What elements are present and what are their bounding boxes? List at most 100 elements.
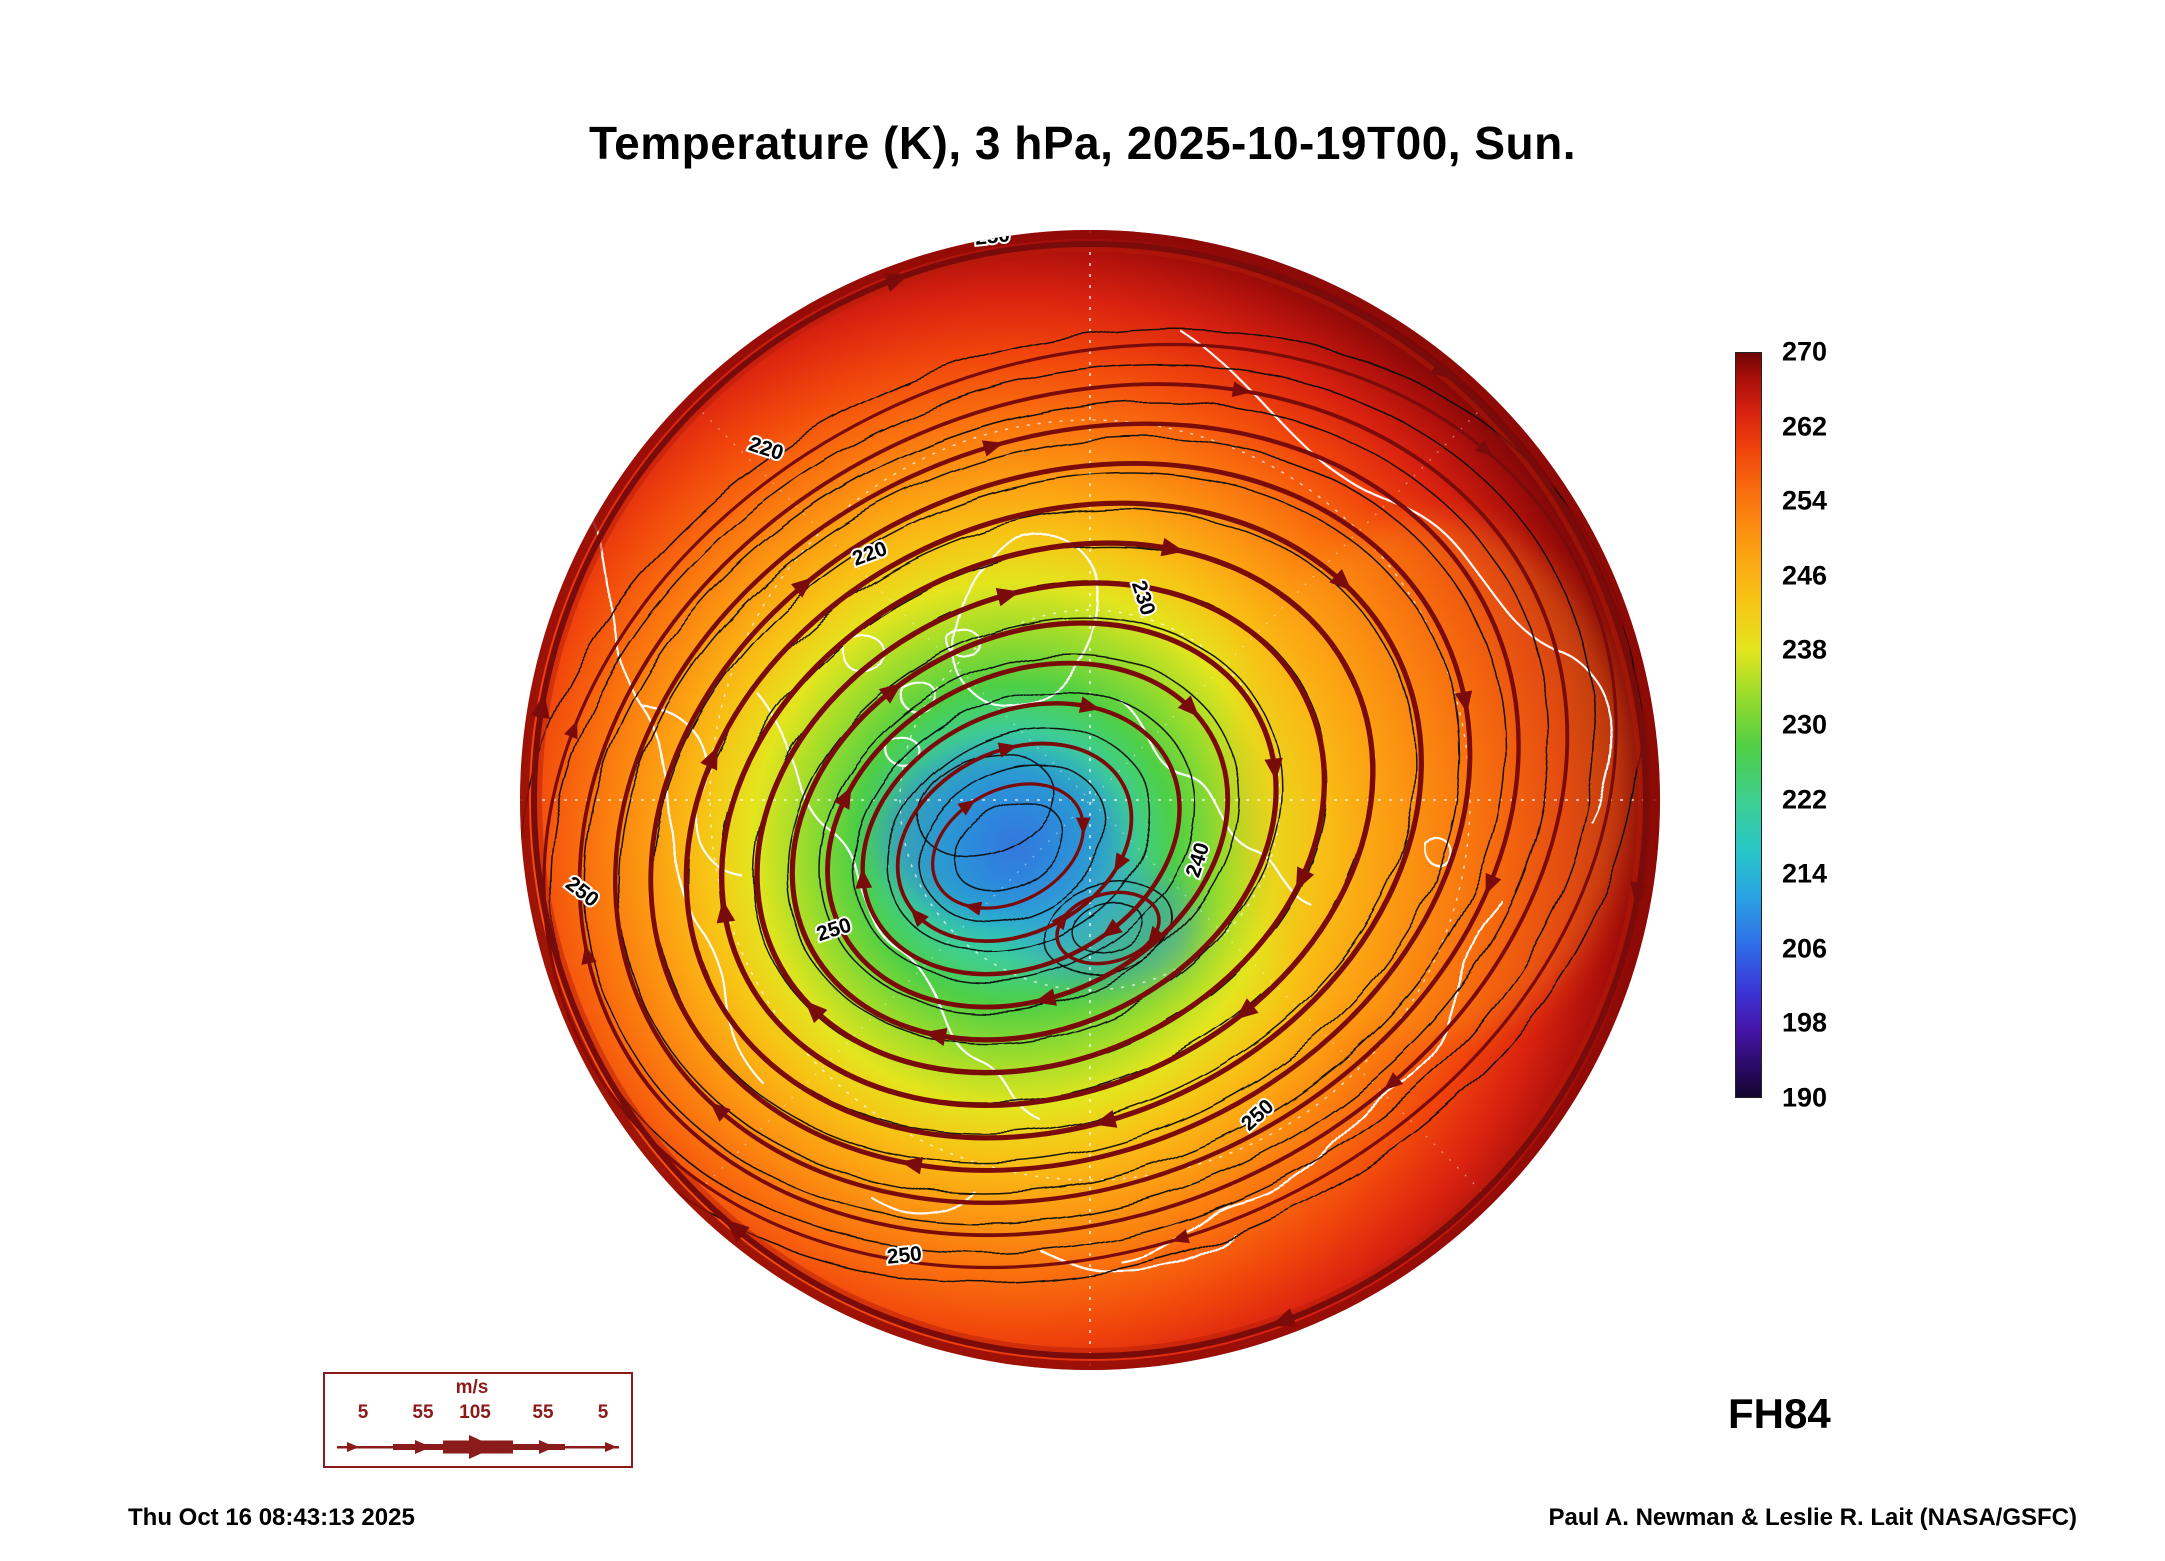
streamline-arrowhead-icon — [833, 786, 852, 810]
streamline — [648, 461, 1473, 1173]
streamline-arrowhead-icon — [710, 1102, 731, 1122]
streamline-arrowhead-icon — [1454, 690, 1473, 714]
streamline-arrowhead-icon — [1114, 852, 1131, 873]
streamline-arrowhead-icon — [804, 1000, 828, 1024]
streamline-arrowhead-icon — [1093, 1109, 1118, 1128]
contour-line — [919, 763, 1108, 922]
streamline-arrowhead-icon — [1430, 357, 1456, 381]
colorbar — [1735, 352, 1762, 1098]
colorbar-tick-labels: 270 262 254 246 238 230 222 214 206 198 190 — [1782, 337, 1892, 1113]
temperature-contours — [520, 328, 1640, 1284]
wind-tick-label: 5 — [357, 1402, 369, 1423]
rim-ring-outer — [520, 230, 1660, 1370]
streamline-arrowhead-icon — [910, 907, 929, 928]
contour-line — [886, 727, 1152, 953]
contour-value-label: 250 — [886, 1242, 923, 1269]
coastline — [758, 694, 1042, 1122]
wind-tick-label: 55 — [532, 1402, 554, 1423]
contour-line — [819, 653, 1240, 1014]
streamline-arrowhead-icon — [1160, 537, 1185, 557]
streamline-arrowhead-icon — [1078, 696, 1101, 713]
colorbar-tick-label: 198 — [1782, 1007, 1828, 1038]
streamline-arrowhead-icon — [700, 746, 718, 771]
streamline — [613, 421, 1521, 1205]
contour-value-label: 230 — [706, 307, 744, 335]
streamline — [825, 660, 1231, 1010]
streamline — [531, 241, 1649, 1359]
contour-line — [853, 690, 1196, 984]
colorbar-tick-label: 262 — [1782, 411, 1828, 442]
streamline-arrowhead-icon — [1101, 918, 1123, 938]
streamline-arrowhead-icon — [1051, 911, 1069, 931]
colorbar-tick-label: 206 — [1782, 933, 1828, 964]
streamline-arrowhead-icon — [1171, 1229, 1190, 1244]
streamline-arrowhead-icon — [878, 682, 902, 704]
coastline — [1120, 700, 1312, 906]
colorbar-tick-label: 238 — [1782, 634, 1828, 665]
wind-tick-label: 105 — [459, 1402, 491, 1423]
contour-value-label: 250 — [430, 492, 458, 530]
streamline — [931, 782, 1085, 910]
arrowhead-icon — [469, 1435, 495, 1459]
streamline-arrowhead-icon — [1147, 925, 1165, 945]
streamline-arrowhead-icon — [716, 899, 736, 924]
streamline-arrowhead-icon — [1485, 872, 1502, 895]
coastline — [583, 503, 764, 1084]
arrowhead-icon — [347, 1442, 359, 1452]
colorbar-tick-label: 254 — [1782, 485, 1828, 516]
streamline-arrowhead-icon — [963, 901, 983, 916]
contour-value-label: 240 — [474, 619, 505, 659]
arrowhead-icon — [605, 1442, 617, 1452]
streamline-arrowhead-icon — [981, 440, 1004, 457]
streamline-arrowhead-icon — [1231, 381, 1252, 398]
streamline — [754, 580, 1328, 1076]
wind-speed-legend: m/s 5 55 105 55 5 — [323, 1372, 633, 1468]
streamline-arrowhead-icon — [1270, 1308, 1297, 1328]
streamline-arrowhead-icon — [855, 868, 873, 889]
streamline-arrowhead-icon — [724, 1219, 750, 1243]
colorbar-tick-label: 190 — [1782, 1082, 1828, 1113]
colorbar-tick-label: 230 — [1782, 709, 1828, 740]
streamline-arrowhead-icon — [883, 272, 910, 292]
coastline — [1180, 330, 1613, 824]
colorbar-tick-label: 246 — [1782, 560, 1828, 591]
contour-line — [584, 400, 1551, 1224]
coastline — [870, 1190, 976, 1214]
streamline — [719, 540, 1376, 1108]
streamline-arrowhead-icon — [1034, 988, 1057, 1006]
generation-timestamp: Thu Oct 16 08:43:13 2025 — [128, 1504, 415, 1531]
contour-value-label: 250 — [670, 196, 709, 226]
forecast-hour-label: FH84 — [1728, 1390, 1831, 1437]
wind-arrow-scale — [337, 1435, 619, 1459]
streamline — [1055, 890, 1161, 966]
contour-line — [1071, 902, 1145, 954]
streamline-arrowhead-icon — [790, 577, 814, 598]
warm-tongue — [1230, 520, 1630, 1040]
rim-ring-inner — [534, 244, 1646, 1356]
contour-line — [786, 617, 1284, 1044]
latitude-circle — [709, 419, 1471, 1181]
contour-line — [916, 753, 1054, 857]
colorbar-tick-label: 270 — [1782, 336, 1828, 367]
island — [1422, 836, 1452, 866]
arrowhead-icon — [415, 1440, 431, 1454]
contour-value-label: 250 — [974, 223, 1011, 250]
streamline — [860, 701, 1182, 977]
streamline-arrowhead-icon — [1235, 998, 1259, 1020]
wind-tick-label: 5 — [597, 1402, 609, 1423]
wind-unit-label: m/s — [455, 1377, 489, 1398]
streamline-arrowhead-icon — [900, 1156, 924, 1175]
coastline — [468, 702, 518, 902]
contour-line — [617, 436, 1506, 1195]
streamline-arrowhead-icon — [1264, 757, 1283, 781]
streamline — [577, 382, 1570, 1238]
wind-tick-label: 55 — [412, 1402, 434, 1423]
streamline-arrowhead-icon — [995, 588, 1020, 607]
streamline-arrowhead-icon — [1177, 695, 1199, 718]
streamline — [789, 620, 1279, 1043]
streamline-arrowhead-icon — [923, 1028, 948, 1047]
streamline-arrowhead-icon — [1329, 568, 1352, 591]
streamline-arrowhead-icon — [564, 720, 578, 740]
figure-title: Temperature (K), 3 hPa, 2025-10-19T00, S… — [588, 117, 1576, 169]
